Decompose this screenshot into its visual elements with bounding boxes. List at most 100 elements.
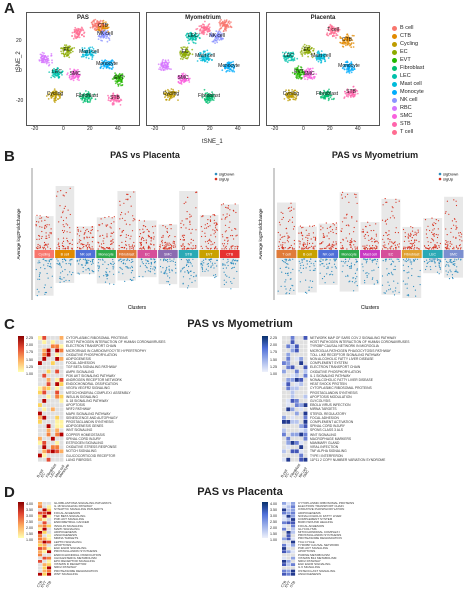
legend-item: Mast cell — [392, 80, 424, 88]
tsne-point — [289, 98, 291, 101]
tsne-point — [233, 70, 236, 73]
volcano-point-up — [325, 222, 327, 224]
volcano-point-up — [282, 247, 284, 249]
volcano-point-up — [433, 248, 435, 250]
volcano-point-up — [449, 245, 451, 247]
volcano-point-up — [398, 243, 400, 245]
tsne-point — [61, 70, 64, 73]
volcano-point-up — [127, 199, 129, 201]
tsne-point — [205, 29, 208, 31]
volcano-point-up — [332, 223, 334, 225]
legend-swatch — [392, 113, 397, 119]
tsne-point — [53, 99, 56, 101]
volcano-point-down — [151, 258, 153, 260]
volcano-point-up — [409, 235, 411, 237]
volcano-point-down — [120, 267, 122, 269]
volcano-point-up — [286, 232, 288, 234]
volcano-point-up — [334, 247, 337, 250]
volcano-point-down — [56, 263, 58, 265]
tsne-point — [47, 98, 50, 100]
tsne-point — [105, 37, 107, 39]
volcano-point-up — [329, 244, 331, 246]
volcano-point-up — [207, 248, 209, 250]
volcano-point-down — [234, 263, 237, 265]
volcano-point-up — [433, 234, 435, 236]
volcano-point-up — [216, 229, 218, 231]
tsne-point — [71, 50, 74, 53]
volcano-point-up — [293, 248, 295, 250]
volcano-point-down — [300, 272, 302, 274]
volcano-point-up — [226, 213, 228, 215]
tsne-point — [106, 35, 109, 38]
tsne-point — [50, 55, 52, 57]
volcano-point-down — [234, 259, 236, 261]
volcano-point-up — [341, 194, 343, 196]
volcano-point-down — [451, 274, 453, 276]
tsne-point — [229, 64, 231, 67]
volcano-point-up — [46, 226, 48, 228]
volcano-point-down — [377, 282, 379, 284]
volcano-point-down — [332, 274, 334, 276]
volcano-point-up — [392, 207, 394, 209]
volcano-point-up — [350, 240, 352, 242]
heatmap-cell — [42, 348, 47, 353]
volcano-point-up — [172, 242, 174, 244]
tsne-point — [300, 49, 303, 52]
volcano-point-up — [77, 242, 79, 244]
tsne-point — [291, 56, 293, 59]
volcano-point-down — [97, 270, 99, 272]
volcano-point-down — [310, 258, 312, 260]
tsne-point — [94, 98, 97, 101]
tsne-point — [73, 31, 76, 34]
volcano-point-up — [382, 238, 384, 240]
volcano-point-down — [342, 260, 344, 263]
volcano-point-up — [435, 223, 437, 225]
tsne-point — [353, 90, 355, 92]
heatmap-cell — [59, 436, 64, 441]
volcano-legend-swatch — [214, 172, 218, 176]
volcano-point-up — [36, 247, 38, 249]
volcano-point-up — [335, 241, 337, 243]
heatmap-cell — [282, 386, 286, 391]
volcano-point-down — [226, 262, 228, 264]
volcano-point-down — [319, 264, 321, 266]
tsne-point — [334, 27, 337, 30]
volcano-point-up — [181, 245, 183, 247]
volcano-point-up — [362, 231, 364, 233]
volcano-point-down — [223, 263, 225, 265]
tsne-point — [345, 95, 348, 97]
tsne-point — [296, 71, 298, 74]
tsne-point — [195, 35, 198, 38]
heatmap-cell — [286, 415, 291, 420]
volcano-point-down — [140, 259, 142, 261]
volcano-point-down — [299, 267, 301, 269]
volcano-point-down — [286, 292, 288, 294]
volcano-point-down — [118, 259, 120, 261]
volcano-point-down — [70, 274, 73, 276]
tsne-point — [72, 72, 75, 74]
tsne-point — [325, 95, 328, 98]
tsne-point — [232, 69, 235, 71]
volcano-point-up — [102, 240, 104, 242]
volcano-point-down — [228, 276, 230, 278]
volcano-point-up — [188, 244, 190, 246]
volcano-point-up — [180, 222, 182, 224]
volcano-point-up — [195, 246, 197, 248]
volcano-point-up — [455, 200, 457, 202]
volcano-point-down — [50, 267, 52, 269]
volcano-point-up — [192, 239, 194, 241]
volcano-point-down — [160, 259, 162, 261]
volcano-point-down — [454, 260, 456, 262]
volcano-point-up — [206, 223, 208, 225]
volcano-point-up — [282, 244, 284, 246]
volcano-bg-up — [158, 224, 178, 250]
volcano-point-down — [190, 263, 192, 265]
tsne-point — [327, 99, 330, 102]
tsne-point — [78, 36, 81, 39]
volcano-point-down — [388, 273, 390, 275]
volcano-point-up — [83, 245, 85, 248]
volcano-point-up — [118, 248, 120, 250]
volcano-point-up — [372, 248, 374, 250]
volcano-point-down — [347, 274, 349, 276]
heatmap-cell — [286, 373, 291, 378]
